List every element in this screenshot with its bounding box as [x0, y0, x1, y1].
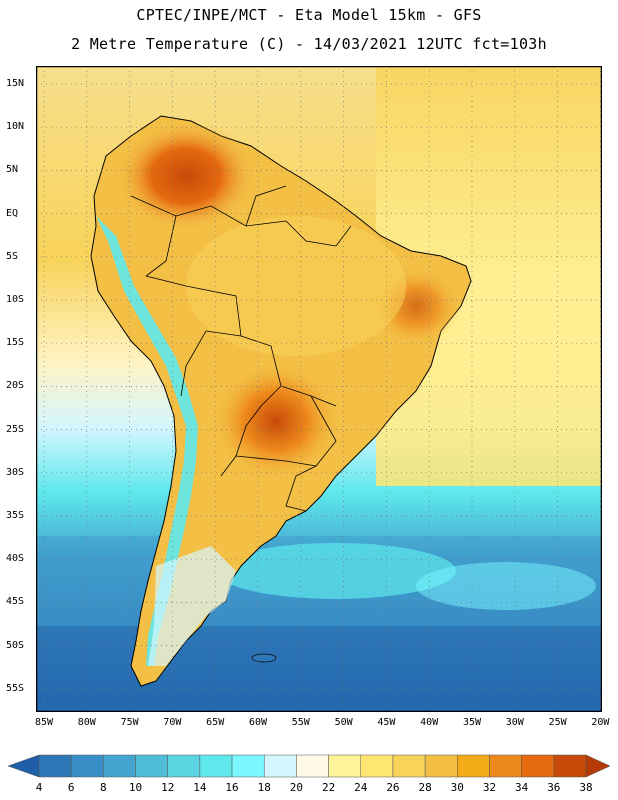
colorbar-swatch: [521, 754, 555, 778]
colorbar-swatch: [489, 754, 522, 778]
cold-swirl-2: [416, 562, 596, 610]
colorbar-tick-label: 28: [418, 781, 432, 794]
colorbar-swatch: [457, 754, 490, 778]
colorbar-swatch: [38, 754, 72, 778]
colorbar-tick-label: 16: [225, 781, 239, 794]
colorbar-swatch: [296, 754, 329, 778]
lon-label: 80W: [77, 717, 96, 728]
lon-label: 65W: [206, 717, 225, 728]
colorbar-tick-label: 8: [100, 781, 107, 794]
andes-cold-strip: [96, 216, 198, 666]
map-subtitle: 2 Metre Temperature (C) - 14/03/2021 12U…: [71, 35, 547, 53]
lat-label: 15S: [6, 337, 25, 349]
lon-label: 35W: [462, 717, 482, 728]
map-title: CPTEC/INPE/MCT - Eta Model 15km - GFS: [136, 6, 482, 24]
colorbar-swatch: [360, 754, 394, 778]
colorbar-tick-label: 18: [257, 781, 271, 794]
warm-region-interior: [186, 216, 406, 356]
lat-label: 50S: [6, 639, 25, 651]
lon-label: 50W: [334, 717, 353, 728]
hot-region-central: [211, 361, 341, 481]
southern-ocean-band-deep: [36, 626, 602, 712]
lat-label: 55S: [6, 682, 25, 694]
lat-label: 10N: [6, 121, 25, 133]
colorbar-swatch: [199, 754, 233, 778]
colorbar-tick-label: 34: [515, 781, 529, 794]
colorbar-tick-label: 22: [321, 781, 336, 794]
colorbar-tick-label: 12: [161, 781, 175, 794]
lon-label: 70W: [163, 717, 182, 728]
lon-label: 25W: [548, 717, 567, 728]
lon-label: 40W: [420, 717, 439, 728]
colorbar-legend: [7, 754, 611, 778]
colorbar-swatch: [328, 754, 362, 778]
lat-label: 25S: [6, 423, 25, 435]
lat-label: 40S: [6, 553, 25, 565]
colorbar-swatch: [70, 754, 104, 778]
colorbar-tick-label: 6: [67, 781, 75, 794]
colorbar-tick-label: 26: [386, 781, 400, 794]
lon-label: 85W: [34, 717, 54, 728]
colorbar-swatch: [135, 754, 168, 778]
colorbar-tick-label: 36: [547, 781, 561, 794]
falkland-islands: [251, 653, 277, 663]
lat-label: EQ: [6, 207, 19, 219]
colorbar-tick-label: 38: [579, 781, 593, 794]
temperature-map: [36, 66, 602, 712]
lat-label: 5N: [6, 164, 19, 176]
colorbar-swatch: [553, 754, 587, 778]
lat-label: 30S: [6, 466, 25, 478]
lon-label: 60W: [248, 717, 268, 728]
colorbar-tick-label: 32: [482, 781, 497, 794]
hot-region-north: [116, 121, 256, 231]
lat-label: 45S: [6, 596, 25, 608]
lat-label: 20S: [6, 380, 25, 392]
colorbar-swatch: [424, 754, 458, 778]
lat-label: 35S: [6, 510, 25, 521]
lon-label: 30W: [505, 717, 524, 728]
lon-label: 20W: [591, 717, 610, 728]
colorbar-left-arrow: [7, 754, 40, 778]
patagonia-cool: [148, 546, 236, 666]
colorbar-swatch: [167, 754, 201, 778]
cold-swirl: [216, 543, 456, 599]
colorbar-swatch: [392, 754, 426, 778]
lat-label: 15N: [6, 78, 25, 89]
colorbar-tick-label: 20: [289, 781, 304, 794]
colorbar-tick-label: 4: [35, 781, 43, 794]
colorbar-right-arrow: [585, 754, 611, 778]
lon-label: 75W: [120, 717, 139, 728]
colorbar-tick-label: 10: [128, 781, 143, 794]
colorbar-swatch: [263, 754, 297, 778]
lon-label: 55W: [291, 717, 310, 728]
country-borders: [130, 185, 352, 512]
map-border: [36, 66, 602, 712]
colorbar-tick-label: 14: [193, 781, 207, 794]
lon-label: 45W: [377, 717, 396, 728]
colorbar-tick-label: 24: [354, 781, 368, 794]
colorbar-tick-label: 30: [450, 781, 464, 794]
lat-label: 5S: [6, 250, 19, 262]
colorbar-swatch: [231, 754, 265, 778]
colorbar-swatch: [103, 754, 136, 778]
lat-label: 10S: [6, 294, 25, 305]
